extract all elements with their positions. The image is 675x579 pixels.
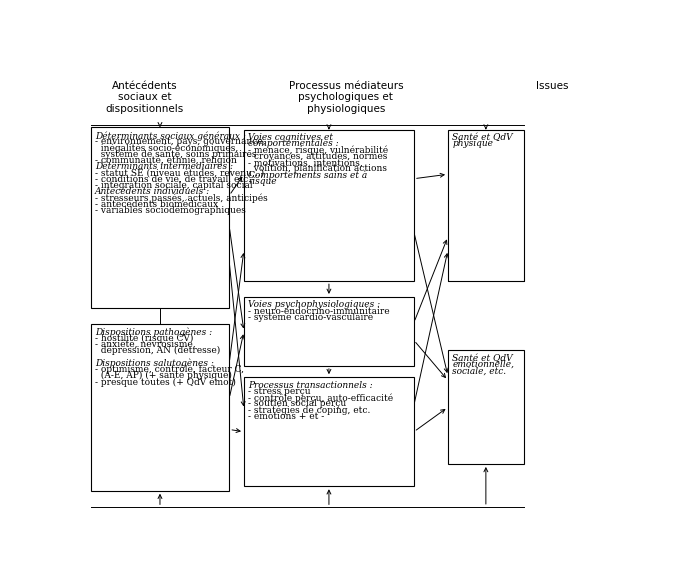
Text: - hostilité (risque CV): - hostilité (risque CV) <box>95 334 193 343</box>
FancyBboxPatch shape <box>448 350 524 464</box>
Text: comportementales :: comportementales : <box>248 140 339 148</box>
FancyBboxPatch shape <box>244 297 414 366</box>
Text: - anxiété, névrosisme,: - anxiété, névrosisme, <box>95 340 196 349</box>
Text: Processus médiateurs
psychologiques et
physiologiques: Processus médiateurs psychologiques et p… <box>289 80 403 114</box>
Text: - stratégies de coping, etc.: - stratégies de coping, etc. <box>248 406 371 415</box>
Text: - intégration sociale, capital social: - intégration sociale, capital social <box>95 181 252 190</box>
Text: volition, planification actions: volition, planification actions <box>248 164 387 174</box>
Text: - menace, risque, vulnérabilité: - menace, risque, vulnérabilité <box>248 146 388 155</box>
Text: sociale, etc.: sociale, etc. <box>452 367 506 375</box>
Text: - optimisme, contrôle, facteur C,: - optimisme, contrôle, facteur C, <box>95 365 244 374</box>
Text: - conditions de vie, de travail, etc.: - conditions de vie, de travail, etc. <box>95 175 251 184</box>
Text: Antécédents
sociaux et
dispositionnels: Antécédents sociaux et dispositionnels <box>105 80 184 114</box>
Text: Comportements sains et à: Comportements sains et à <box>248 171 367 180</box>
FancyBboxPatch shape <box>90 324 230 491</box>
Text: système de santé, soins primaires: système de santé, soins primaires <box>95 150 256 159</box>
Text: - environnement, pays, gouvernance,: - environnement, pays, gouvernance, <box>95 137 265 146</box>
Text: Processus transactionnels :: Processus transactionnels : <box>248 380 373 390</box>
Text: dépression, AN (détresse): dépression, AN (détresse) <box>95 346 220 356</box>
Text: (A-E, AP) (+ santé physique): (A-E, AP) (+ santé physique) <box>95 371 232 380</box>
Text: Issues: Issues <box>537 80 569 91</box>
Text: Santé et QdV: Santé et QdV <box>452 354 513 363</box>
Text: - motivations, intentions,: - motivations, intentions, <box>248 158 363 167</box>
Text: - contrôle perçu, auto-efficacité: - contrôle perçu, auto-efficacité <box>248 393 394 402</box>
Text: - soutien social perçu: - soutien social perçu <box>248 400 346 408</box>
Text: - croyances, attitudes, normes: - croyances, attitudes, normes <box>248 152 387 161</box>
Text: Dispositions pathogènes :: Dispositions pathogènes : <box>95 327 212 336</box>
Text: - système cardio-vasculaire: - système cardio-vasculaire <box>248 313 373 323</box>
Text: Déterminants sociaux généraux :: Déterminants sociaux généraux : <box>95 131 246 141</box>
FancyBboxPatch shape <box>244 130 414 281</box>
Text: - neuro-endocrino-immunitaire: - neuro-endocrino-immunitaire <box>248 307 389 316</box>
Text: Voies psychophysiologiques :: Voies psychophysiologiques : <box>248 301 380 309</box>
Text: physique: physique <box>452 140 493 148</box>
Text: - statut SE (niveau études, revenu,..): - statut SE (niveau études, revenu,..) <box>95 168 264 177</box>
FancyBboxPatch shape <box>244 377 414 486</box>
Text: Dispositions salutogènes :: Dispositions salutogènes : <box>95 358 214 368</box>
Text: émotionnelle,: émotionnelle, <box>452 360 514 369</box>
Text: - variables sociodémographiques: - variables sociodémographiques <box>95 206 246 215</box>
Text: inégalités socio-économiques,: inégalités socio-économiques, <box>95 144 238 153</box>
Text: - antécédents biomédicaux: - antécédents biomédicaux <box>95 200 218 208</box>
Text: Antécédents individuels :: Antécédents individuels : <box>95 187 210 196</box>
Text: risque: risque <box>248 177 277 186</box>
Text: - stresseurs passés, actuels, anticipés: - stresseurs passés, actuels, anticipés <box>95 193 267 203</box>
Text: Déterminants intermédiaires :: Déterminants intermédiaires : <box>95 162 233 171</box>
FancyBboxPatch shape <box>90 127 230 308</box>
Text: - presque toutes (+ QdV émot): - presque toutes (+ QdV émot) <box>95 377 236 387</box>
Text: Santé et QdV: Santé et QdV <box>452 133 513 142</box>
Text: - émotions + et -: - émotions + et - <box>248 412 325 421</box>
Text: - communauté, ethnie, religion: - communauté, ethnie, religion <box>95 156 237 166</box>
Text: - stress perçu: - stress perçu <box>248 387 310 396</box>
Text: Voies cognitives et: Voies cognitives et <box>248 133 333 142</box>
FancyBboxPatch shape <box>448 130 524 281</box>
